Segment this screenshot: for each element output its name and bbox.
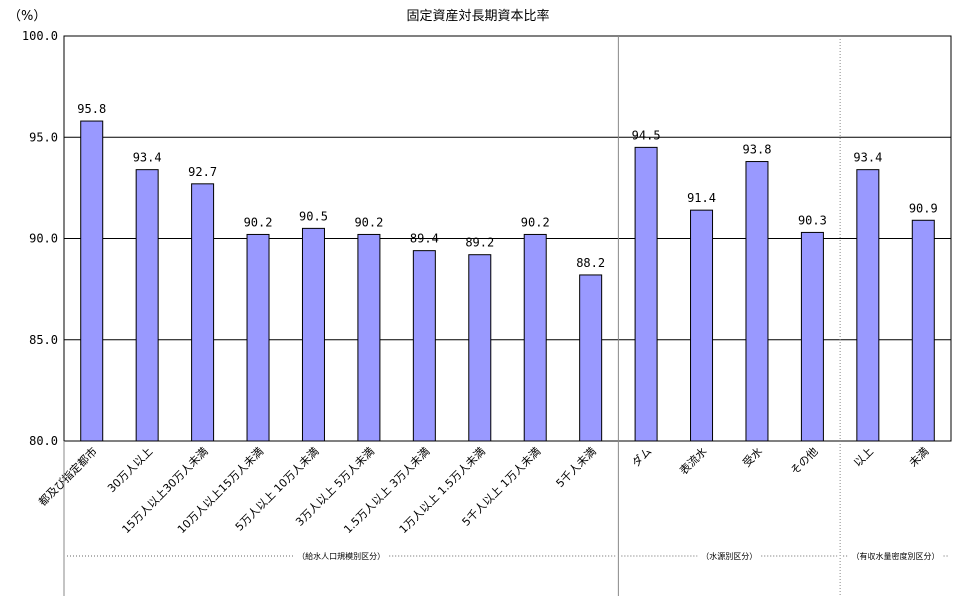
bar [579,274,603,442]
bar [911,219,935,442]
group-label: （給水人口規模別区分） [297,551,385,561]
chart-title: 固定資産対長期資本比率 [406,8,549,24]
data-label: 90.5 [299,209,328,223]
data-label: 94.5 [632,128,661,142]
x-tick-label: その他 [788,445,821,478]
data-label: 93.8 [743,143,772,157]
bar [191,183,215,442]
data-label: 92.7 [188,165,217,179]
plot-frame [63,35,952,442]
data-label: 90.9 [909,201,938,215]
y-tick-labels: 80.0 85.0 90.0 95.0 100.0 [22,29,58,448]
data-label: 90.2 [354,215,383,229]
data-label: 93.4 [133,151,162,165]
x-tick-label: 5千人未満 [554,445,599,490]
group-brackets: （給水人口規模別区分） （水源別区分） （有収水量密度別区分） [63,441,948,596]
data-label: 88.2 [576,256,605,270]
bar [246,233,270,442]
data-label: 91.4 [687,191,716,205]
y-tick-label: 90.0 [29,232,58,246]
x-tick-label: 未満 [907,445,932,470]
x-tick-label: 30万人以上 [105,445,155,495]
data-label: 90.2 [521,215,550,229]
data-label: 95.8 [77,102,106,116]
axes [63,35,952,442]
y-tick-label: 100.0 [22,29,58,43]
y-tick-label: 80.0 [29,434,58,448]
group-label: （有収水量密度別区分） [852,551,940,561]
bar [468,254,492,442]
bar [856,169,880,442]
data-label: 93.4 [853,151,882,165]
y-axis-unit: （%） [8,9,46,24]
data-labels: 95.8 93.4 92.7 90.2 90.5 90.2 89.4 89.2 90.2 88.2… [77,102,937,270]
x-tick-label: 都及び指定都市 [35,444,99,508]
group-label: （水源別区分） [701,551,757,561]
bars [80,120,935,442]
bar [357,233,381,442]
y-tick-label: 95.0 [29,130,58,144]
x-tick-label: ダム [629,444,654,469]
bar [745,161,769,442]
y-tick-label: 85.0 [29,333,58,347]
data-label: 89.2 [465,236,494,250]
x-tick-labels: 都及び指定都市 30万人以上15万人以上30万人未満10万人以上15万人未満5万人… [35,444,931,536]
bar [135,169,159,442]
x-tick-label: 受水 [740,445,765,470]
data-label: 89.4 [410,232,439,246]
x-tick-label: 以上 [851,445,876,470]
bar [80,120,104,442]
data-label: 90.2 [244,215,273,229]
bar [301,227,325,442]
x-tick-label: 表流水 [676,444,709,477]
bar [523,233,547,442]
bar [412,250,436,442]
data-label: 90.3 [798,213,827,227]
bar [634,146,658,442]
bar [690,209,714,442]
bar [800,231,824,442]
